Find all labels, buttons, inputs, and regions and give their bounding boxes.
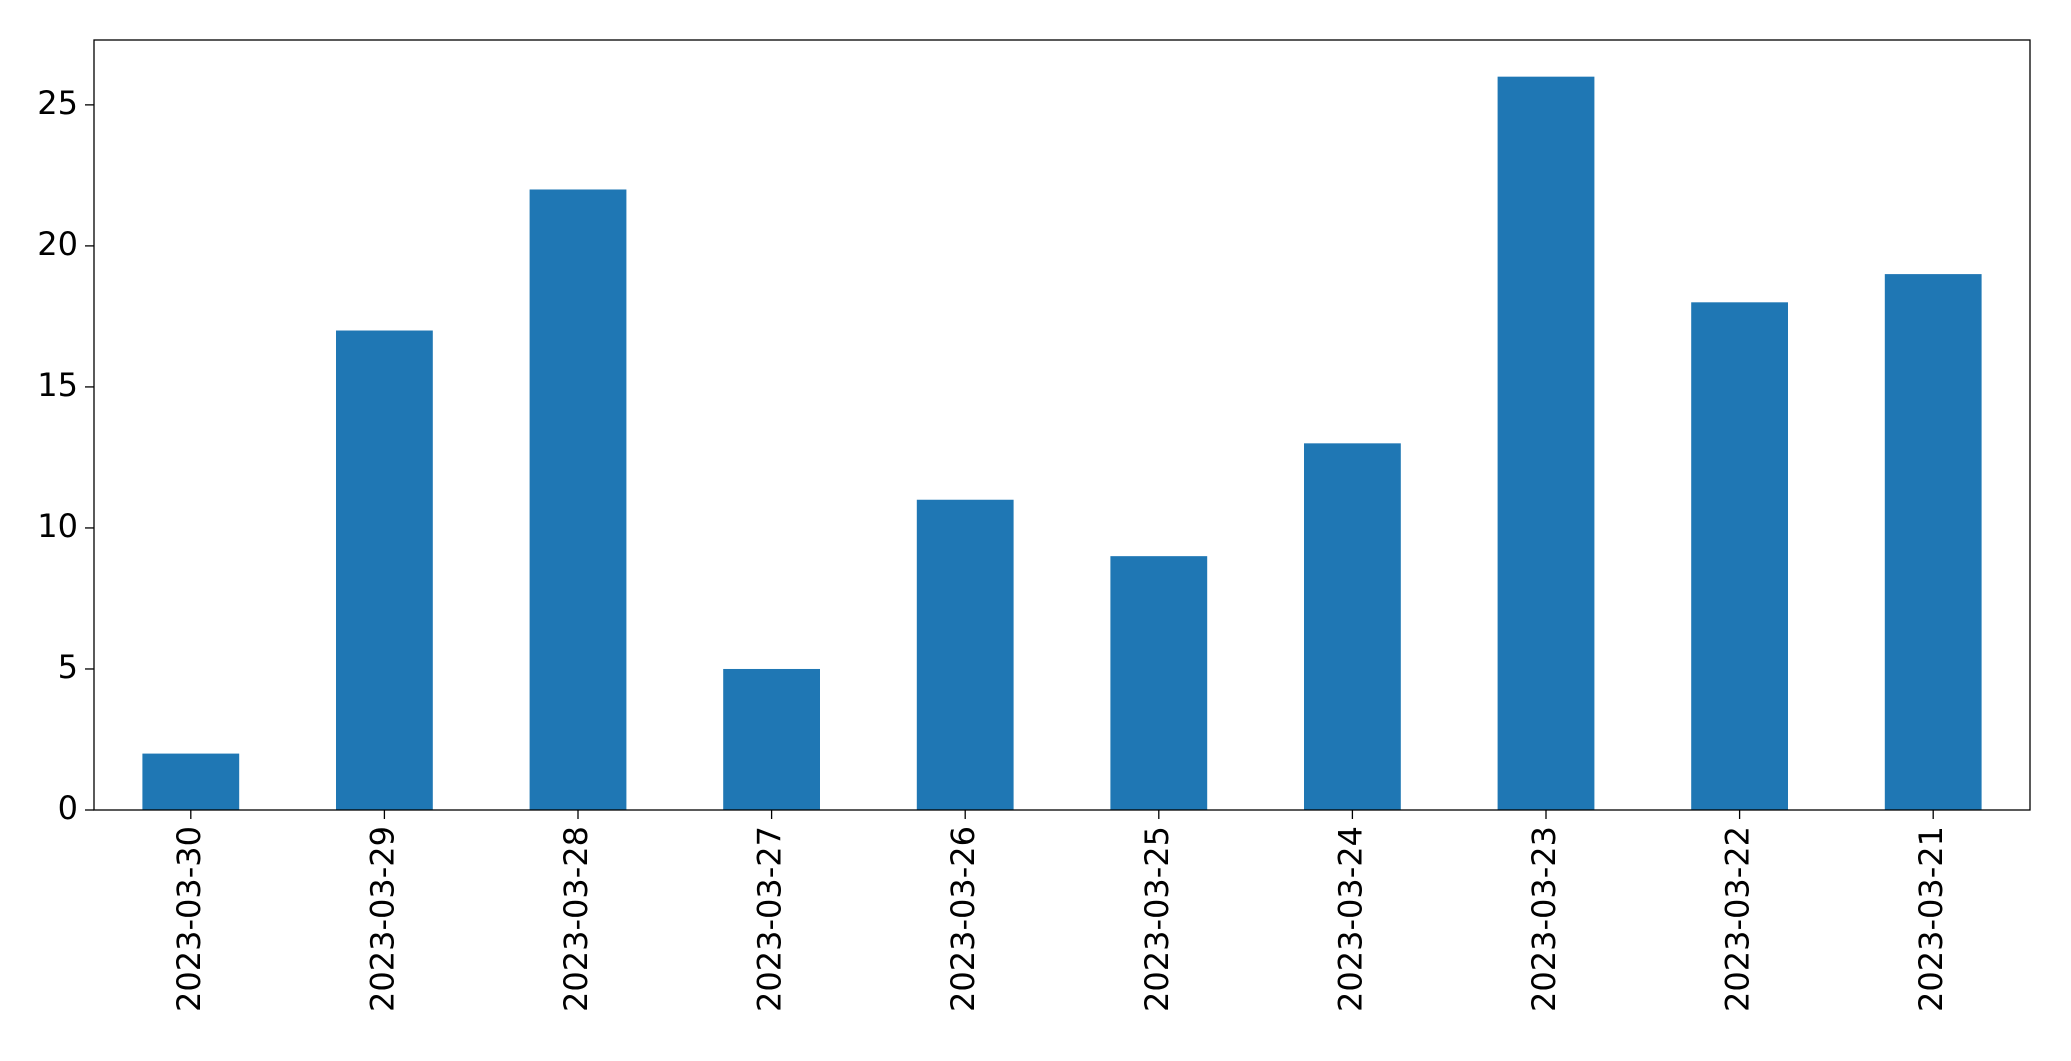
bar — [529, 189, 627, 810]
bar — [1497, 76, 1595, 810]
x-tick-label: 2023-03-23 — [1525, 826, 1563, 1012]
x-tick-label: 2023-03-25 — [1138, 826, 1176, 1012]
x-tick-label: 2023-03-26 — [944, 826, 982, 1012]
bar — [916, 499, 1014, 810]
y-tick-label: 20 — [37, 225, 78, 263]
x-tick-label: 2023-03-28 — [557, 826, 595, 1012]
bar — [1691, 302, 1788, 810]
x-tick-label: 2023-03-22 — [1719, 826, 1757, 1012]
bar — [142, 753, 240, 810]
y-tick-label: 0 — [58, 789, 78, 827]
bar — [336, 330, 433, 810]
x-tick-label: 2023-03-29 — [363, 826, 401, 1012]
y-tick-label: 10 — [37, 507, 78, 545]
x-tick-label: 2023-03-21 — [1912, 826, 1950, 1012]
y-tick-label: 15 — [37, 366, 78, 404]
plot-area — [142, 76, 1982, 811]
bar — [1884, 274, 1982, 811]
bar — [1304, 443, 1401, 810]
bar — [1110, 556, 1208, 810]
x-tick-label: 2023-03-27 — [751, 826, 789, 1012]
x-tick-label: 2023-03-24 — [1331, 826, 1369, 1012]
y-tick-label: 5 — [58, 648, 78, 686]
bar — [723, 668, 820, 810]
x-tick-label: 2023-03-30 — [170, 826, 208, 1012]
axes-frame — [93, 39, 2031, 811]
y-tick-label: 25 — [37, 84, 78, 122]
